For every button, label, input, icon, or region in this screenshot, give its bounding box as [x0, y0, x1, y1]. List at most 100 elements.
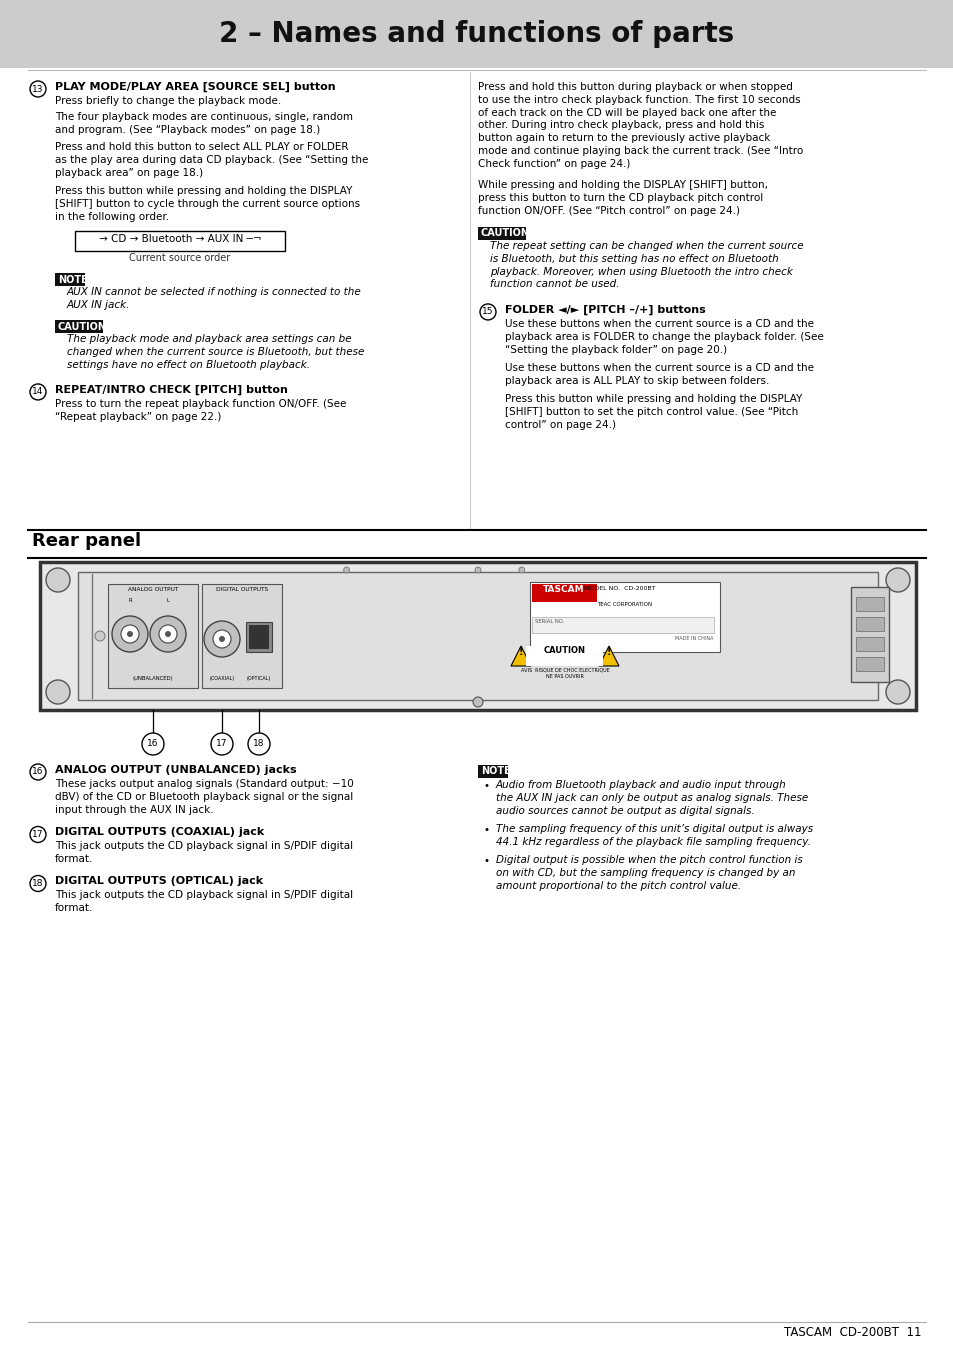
Text: While pressing and holding the DISPLAY [SHIFT] button,
press this button to turn: While pressing and holding the DISPLAY [… [477, 181, 767, 216]
Circle shape [885, 568, 909, 593]
Circle shape [46, 680, 70, 703]
Bar [532, 617, 713, 633]
Bar [850, 587, 888, 682]
Circle shape [165, 630, 171, 637]
Circle shape [112, 616, 148, 652]
Text: 15: 15 [482, 308, 494, 316]
Circle shape [885, 680, 909, 703]
Text: The playback mode and playback area settings can be
changed when the current sou: The playback mode and playback area sett… [67, 335, 364, 370]
Bar [477, 765, 507, 778]
Circle shape [518, 567, 524, 572]
Text: MODEL NO.  CD-200BT: MODEL NO. CD-200BT [583, 586, 655, 591]
Text: REPEAT/INTRO CHECK [PITCH] button: REPEAT/INTRO CHECK [PITCH] button [55, 385, 288, 396]
Circle shape [121, 625, 139, 643]
Text: •: • [483, 782, 490, 791]
Text: Current source order: Current source order [130, 254, 231, 263]
Text: DIGITAL OUTPUTS: DIGITAL OUTPUTS [215, 587, 268, 593]
Circle shape [127, 630, 132, 637]
Bar [78, 572, 877, 701]
Circle shape [479, 304, 496, 320]
Text: 17: 17 [216, 740, 228, 748]
Circle shape [150, 616, 186, 652]
Circle shape [475, 567, 480, 572]
Text: TASCAM: TASCAM [542, 585, 584, 594]
Text: 18: 18 [253, 740, 265, 748]
Bar [530, 582, 720, 652]
Circle shape [30, 876, 46, 891]
Text: !: ! [518, 647, 522, 657]
Bar [249, 625, 269, 649]
Text: Press and hold this button to select ALL PLAY or FOLDER
as the play area during : Press and hold this button to select ALL… [55, 143, 368, 178]
Text: Press briefly to change the playback mode.: Press briefly to change the playback mod… [55, 96, 281, 107]
Circle shape [213, 630, 231, 648]
Text: Press and hold this button during playback or when stopped
to use the intro chec: Press and hold this button during playba… [477, 82, 802, 169]
Text: •: • [483, 825, 490, 836]
Text: This jack outputs the CD playback signal in S/PDIF digital
format.: This jack outputs the CD playback signal… [55, 841, 353, 864]
Text: 18: 18 [32, 879, 44, 888]
Text: •: • [483, 856, 490, 867]
Bar [55, 320, 103, 333]
Circle shape [219, 636, 225, 643]
Text: AUX IN cannot be selected if nothing is connected to the
AUX IN jack.: AUX IN cannot be selected if nothing is … [67, 288, 361, 311]
Polygon shape [598, 647, 618, 666]
Text: Use these buttons when the current source is a CD and the
playback area is FOLDE: Use these buttons when the current sourc… [504, 319, 822, 355]
Text: SERIAL NO.: SERIAL NO. [535, 620, 563, 624]
Bar [525, 647, 602, 666]
Bar [246, 622, 272, 652]
Bar [532, 585, 597, 602]
Circle shape [211, 733, 233, 755]
Text: 16: 16 [147, 740, 158, 748]
Bar [0, 0, 953, 68]
Circle shape [248, 733, 270, 755]
Text: !: ! [606, 647, 611, 657]
Text: PLAY MODE/PLAY AREA [SOURCE SEL] button: PLAY MODE/PLAY AREA [SOURCE SEL] button [55, 82, 335, 92]
Circle shape [159, 625, 177, 643]
Text: Rear panel: Rear panel [32, 532, 141, 549]
Text: These jacks output analog signals (Standard output: −10
dBV) of the CD or Blueto: These jacks output analog signals (Stand… [55, 779, 354, 814]
Text: 14: 14 [32, 387, 44, 397]
Text: TEAC CORPORATION: TEAC CORPORATION [597, 602, 652, 608]
Circle shape [142, 733, 164, 755]
Text: 17: 17 [32, 830, 44, 838]
Bar [75, 231, 285, 251]
Text: The sampling frequency of this unit’s digital output is always
44.1 kHz regardle: The sampling frequency of this unit’s di… [496, 825, 812, 848]
Text: R: R [128, 598, 132, 603]
Text: AVIS  RISQUE DE CHOC ELECTRIQUE
NE PAS OUVRIR: AVIS RISQUE DE CHOC ELECTRIQUE NE PAS OU… [520, 668, 609, 679]
Text: DIGITAL OUTPUTS (COAXIAL) jack: DIGITAL OUTPUTS (COAXIAL) jack [55, 828, 264, 837]
Text: MADE IN CHINA: MADE IN CHINA [675, 636, 713, 641]
Bar [202, 585, 282, 688]
Circle shape [204, 621, 240, 657]
Text: The repeat setting can be changed when the current source
is Bluetooth, but this: The repeat setting can be changed when t… [490, 240, 802, 289]
Circle shape [343, 567, 349, 572]
Circle shape [30, 383, 46, 400]
Text: Digital output is possible when the pitch control function is
on with CD, but th: Digital output is possible when the pitc… [496, 856, 801, 891]
Polygon shape [511, 647, 531, 666]
Text: ANALOG OUTPUT: ANALOG OUTPUT [128, 587, 178, 593]
Circle shape [30, 81, 46, 97]
Bar [855, 657, 883, 671]
Text: FOLDER ◄/► [PITCH –/+] buttons: FOLDER ◄/► [PITCH –/+] buttons [504, 305, 705, 315]
Circle shape [95, 630, 105, 641]
Text: Use these buttons when the current source is a CD and the
playback area is ALL P: Use these buttons when the current sourc… [504, 363, 813, 386]
Text: (OPTICAL): (OPTICAL) [247, 676, 271, 680]
Text: CAUTION: CAUTION [58, 321, 107, 332]
Bar [855, 597, 883, 612]
Circle shape [30, 826, 46, 842]
Bar [28, 531, 897, 558]
Text: Press to turn the repeat playback function ON/OFF. (See
“Repeat playback” on pag: Press to turn the repeat playback functi… [55, 400, 346, 421]
Bar [40, 562, 915, 710]
Circle shape [46, 568, 70, 593]
Text: 16: 16 [32, 768, 44, 776]
Bar [855, 637, 883, 651]
Bar [477, 227, 525, 240]
Text: NOTE: NOTE [480, 767, 510, 776]
Text: DIGITAL OUTPUTS (OPTICAL) jack: DIGITAL OUTPUTS (OPTICAL) jack [55, 876, 263, 887]
Circle shape [30, 764, 46, 780]
Text: ANALOG OUTPUT (UNBALANCED) jacks: ANALOG OUTPUT (UNBALANCED) jacks [55, 765, 296, 775]
Text: CAUTION: CAUTION [480, 228, 530, 239]
Text: (UNBALANCED): (UNBALANCED) [132, 676, 173, 680]
Text: Press this button while pressing and holding the DISPLAY
[SHIFT] button to cycle: Press this button while pressing and hol… [55, 186, 359, 221]
Text: CAUTION: CAUTION [543, 647, 585, 655]
Bar [855, 617, 883, 630]
Text: 2 – Names and functions of parts: 2 – Names and functions of parts [219, 20, 734, 49]
